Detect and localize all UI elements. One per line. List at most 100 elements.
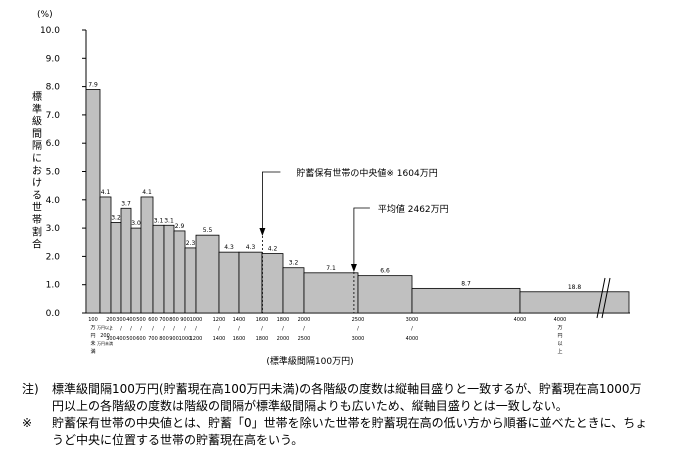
x-tick-separator: / xyxy=(120,326,122,332)
y-axis-label-char: 割 xyxy=(32,225,42,238)
bar xyxy=(152,224,165,314)
y-tick-label: 0.0 xyxy=(46,309,61,319)
bar-value-label: 7.9 xyxy=(88,81,98,88)
x-tick-label: 1400 xyxy=(233,317,246,323)
median-label: 貯蓄保有世帯の中央値※ 1604万円 xyxy=(296,167,437,179)
bar-value-label: 3.0 xyxy=(131,220,141,227)
bar-value-label: 7.1 xyxy=(326,265,336,272)
bar-value-label: 3.1 xyxy=(154,217,164,224)
x-axis: 200/300300/400400/500500/600600/700700/8… xyxy=(88,317,566,355)
x-category-label: 万 xyxy=(557,325,562,331)
x-tick-label: 1800 xyxy=(256,336,269,342)
bar-value-label: 4.2 xyxy=(268,246,278,253)
note-2-line-2: うど中央に位置する世帯の貯蓄現在高をいう。 xyxy=(52,433,304,447)
bar-value-label: 4.1 xyxy=(142,189,152,196)
y-axis-label-char: 隔 xyxy=(32,140,42,152)
bar-value-label: 18.8 xyxy=(568,284,582,291)
y-axis-label-char: 間 xyxy=(32,128,42,140)
y-tick-label: 4.0 xyxy=(46,196,61,206)
x-tick-separator: / xyxy=(357,326,359,332)
x-tick-label: 400 xyxy=(126,317,136,323)
x-tick-label: 1400 xyxy=(213,336,226,342)
x-category-label: 100 xyxy=(88,317,98,323)
y-axis-label-char: け xyxy=(32,177,42,189)
x-category-label: 万 xyxy=(90,325,95,331)
bar-value-label: 6.6 xyxy=(380,268,390,275)
note-1-line-2: 円以上の各階級の度数は階級の間隔が標準級間隔よりも広いため、縦軸目盛りとは一致し… xyxy=(52,399,568,413)
x-category-label: 以 xyxy=(557,341,562,347)
y-tick-label: 1.0 xyxy=(46,281,61,291)
x-tick-label: 1800 xyxy=(277,317,290,323)
bar xyxy=(99,196,112,314)
x-tick-separator: / xyxy=(282,326,284,332)
x-tick-label: 600 xyxy=(148,317,158,323)
x-tick-separator: / xyxy=(184,326,186,332)
x-tick-label: 500 xyxy=(136,317,146,323)
x-tick-label: 200 xyxy=(106,317,116,323)
bar-value-label: 2.9 xyxy=(175,223,185,230)
bar xyxy=(357,275,413,314)
x-tick-label: 700 xyxy=(148,336,158,342)
x-tick-separator: / xyxy=(140,326,142,332)
y-axis-label-char: 標 xyxy=(32,90,42,103)
y-tick-label: 3.0 xyxy=(46,224,61,234)
x-tick-label: 400 xyxy=(116,336,126,342)
x-tick-label: 2500 xyxy=(298,336,311,342)
x-tick-separator: / xyxy=(173,326,175,332)
x-category-label: 円 xyxy=(557,333,562,339)
bar-value-label: 3.7 xyxy=(121,200,131,207)
axis-break-mark xyxy=(596,277,606,319)
y-axis-label-char: る xyxy=(32,189,42,201)
note-1-mark: 注) xyxy=(22,382,39,396)
x-tick-label: 900 xyxy=(180,317,190,323)
y-tick-label: 5.0 xyxy=(46,168,61,178)
bar xyxy=(282,267,305,314)
x-tick-separator: / xyxy=(130,326,132,332)
x-tick-label: 2000 xyxy=(277,336,290,342)
x-tick-separator: / xyxy=(163,326,165,332)
x-tick-label: 800 xyxy=(159,336,169,342)
x-tick-separator: / xyxy=(261,326,263,332)
y-axis-label-char: 級 xyxy=(32,115,42,128)
x-tick-label: 4000 xyxy=(514,317,527,323)
bar xyxy=(184,247,197,314)
x-tick-separator: / xyxy=(218,326,220,332)
bar-value-label: 5.5 xyxy=(203,227,213,234)
x-tick-label: 300 xyxy=(106,336,116,342)
x-category-label: 万円未満 xyxy=(97,340,113,346)
x-axis-label: (標準級間隔100万円) xyxy=(266,355,353,367)
y-tick-label: 6.0 xyxy=(46,139,61,149)
x-tick-label: 3000 xyxy=(406,317,419,323)
bar xyxy=(140,196,154,314)
bar-value-label: 3.1 xyxy=(164,217,174,224)
note-2: ※ 貯蓄保有世帯の中央値とは、貯蓄「0」世帯を除いた世帯を貯蓄現在高の低い方から順… xyxy=(22,415,647,449)
x-category-label: 満 xyxy=(90,348,95,355)
axis-break-mark xyxy=(601,277,611,319)
x-tick-label: 3000 xyxy=(352,336,365,342)
bar xyxy=(261,253,284,314)
y-axis-label-char: 帯 xyxy=(32,213,42,226)
bar xyxy=(120,207,132,314)
bar-value-label: 3.2 xyxy=(111,214,121,221)
bar-value-label: 3.2 xyxy=(289,260,299,267)
x-category-label: 上 xyxy=(557,348,562,355)
x-tick-label: 700 xyxy=(159,317,169,323)
y-unit-label: (%) xyxy=(37,10,53,20)
note-1: 注) 標準級間隔100万円(貯蓄現在高100万円未満)の各階級の度数は縦軸目盛りと… xyxy=(22,381,641,415)
bar xyxy=(163,224,175,314)
bar xyxy=(130,227,142,314)
bar-value-label: 4.3 xyxy=(224,244,234,251)
bar xyxy=(85,89,101,314)
x-category-label: 4000 xyxy=(554,317,567,323)
bar xyxy=(519,291,630,314)
x-tick-label: 800 xyxy=(169,317,179,323)
x-tick-separator: / xyxy=(195,326,197,332)
x-tick-label: 900 xyxy=(169,336,179,342)
bar-value-label: 4.3 xyxy=(246,244,256,251)
x-tick-label: 2000 xyxy=(298,317,311,323)
bar xyxy=(110,222,122,314)
x-tick-separator: / xyxy=(152,326,154,332)
bar-value-label: 4.1 xyxy=(101,189,111,196)
